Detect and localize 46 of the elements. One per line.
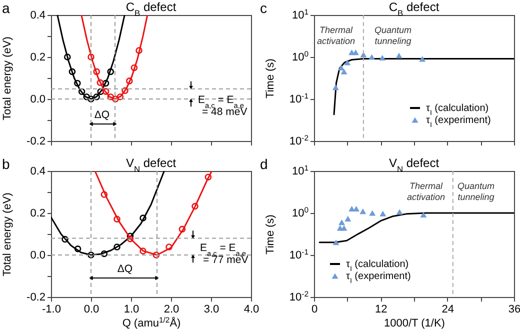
x-tick-label: 36 <box>508 304 520 316</box>
y-tick-label: 10$^{0}$ <box>292 49 308 64</box>
y-tick-label: -0.2 <box>26 292 46 304</box>
x-tick-label: 12 <box>375 304 388 316</box>
x-tick-label: 1.0 <box>124 304 140 316</box>
y-tick-label: 10$^{0}$ <box>292 205 308 220</box>
x-tick-label: -1.0 <box>42 304 61 316</box>
annotation: Thermal activation <box>406 181 446 202</box>
x-tick-label: 24 <box>442 304 454 316</box>
y-tick-label: 10$^{-1}$ <box>289 91 308 106</box>
annotation: ΔQ <box>94 109 110 121</box>
x-tick-label: 2.0 <box>164 304 180 316</box>
text: a <box>2 0 10 16</box>
y-tick-label: 10$^{-2}$ <box>289 289 308 304</box>
y-tick-label: 10$^{-2}$ <box>289 133 308 148</box>
text: b <box>2 156 10 172</box>
legend-label: τ$_{I}$ (calculation) <box>426 103 489 116</box>
annotation: Thermal activation <box>316 25 356 46</box>
x-axis-title: 1000/T (1/K) <box>384 318 445 330</box>
x-tick-label: 0.0 <box>84 304 100 316</box>
y-tick-label: 0.2 <box>30 52 46 64</box>
y-tick-label: 0.0 <box>30 94 46 106</box>
y-tick-label: 10$^{1}$ <box>292 7 308 22</box>
x-tick-label: 4.0 <box>244 304 260 316</box>
annotation: Quantum tunneling <box>457 181 496 202</box>
y-tick-label: 0.0 <box>30 250 46 262</box>
legend-label: τ$_{I}$ (experiment) <box>426 115 491 128</box>
y-tick-label: 0.4 <box>30 10 46 22</box>
y-axis-title: Total energy (eV) <box>2 36 14 120</box>
text: c <box>260 0 267 16</box>
y-axis-title: Time (s) <box>264 214 276 254</box>
x-tick-label: 0 <box>311 304 318 316</box>
y-tick-label: 10$^{-1}$ <box>289 247 308 262</box>
legend-label: τ$_{I}$ (calculation) <box>346 259 409 272</box>
annotation: Quantum tunneling <box>374 25 412 46</box>
x-axis-title: Q (amu$^{1/2}$Å) <box>122 315 181 330</box>
text: d <box>260 156 268 172</box>
annotation: ΔQ <box>117 263 133 275</box>
legend-label: τ$_{I}$ (experiment) <box>346 271 411 284</box>
y-tick-label: 0.4 <box>30 166 46 178</box>
x-tick-label: 3.0 <box>204 304 220 316</box>
y-tick-label: 0.2 <box>30 208 46 220</box>
y-tick-label: -0.2 <box>26 136 46 148</box>
y-axis-title: Time (s) <box>264 58 276 98</box>
y-axis-title: Total energy (eV) <box>2 192 14 276</box>
y-tick-label: 10$^{1}$ <box>292 163 308 178</box>
